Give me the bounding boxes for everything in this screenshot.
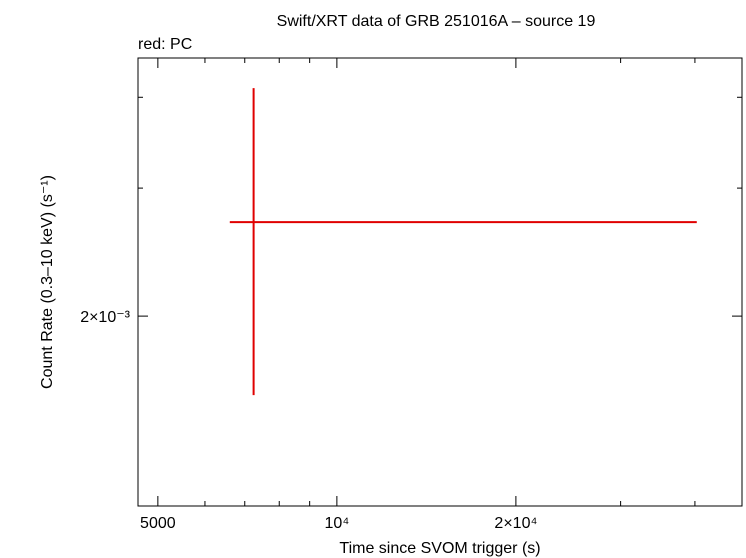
y-tick-label: 2×10⁻³ [80,309,130,326]
x-axis-label: Time since SVOM trigger (s) [339,540,540,557]
chart-title: Swift/XRT data of GRB 251016A – source 1… [277,13,596,30]
x-tick-label: 2×10⁴ [494,515,537,532]
x-tick-label: 5000 [140,515,176,532]
plot-frame [137,57,743,507]
subtitle: red: PC [138,36,192,53]
y-axis-label: Count Rate (0.3–10 keV) (s⁻¹) [39,175,56,389]
x-tick-label: 10⁴ [325,515,350,532]
